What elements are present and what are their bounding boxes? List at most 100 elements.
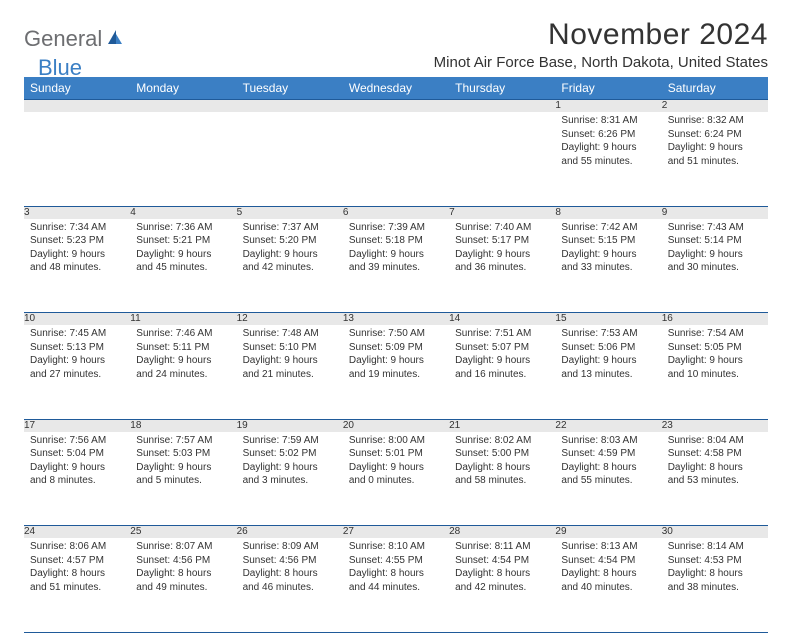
daylight-text-2: and 3 minutes. bbox=[243, 474, 337, 488]
day-cell-content: Sunrise: 7:59 AMSunset: 5:02 PMDaylight:… bbox=[237, 432, 343, 492]
day-cell-content: Sunrise: 8:03 AMSunset: 4:59 PMDaylight:… bbox=[555, 432, 661, 492]
weekday-tuesday: Tuesday bbox=[237, 77, 343, 100]
month-title: November 2024 bbox=[434, 18, 768, 52]
day-number: 20 bbox=[343, 419, 449, 432]
day-number: 15 bbox=[555, 313, 661, 326]
daylight-text-2: and 36 minutes. bbox=[455, 261, 549, 275]
daylight-text-2: and 42 minutes. bbox=[455, 581, 549, 595]
day-number: 14 bbox=[449, 313, 555, 326]
sunset-text: Sunset: 4:55 PM bbox=[349, 554, 443, 568]
day-cell: Sunrise: 7:54 AMSunset: 5:05 PMDaylight:… bbox=[662, 325, 768, 419]
day-cell: Sunrise: 7:50 AMSunset: 5:09 PMDaylight:… bbox=[343, 325, 449, 419]
day-cell: Sunrise: 7:53 AMSunset: 5:06 PMDaylight:… bbox=[555, 325, 661, 419]
day-cell-content: Sunrise: 7:46 AMSunset: 5:11 PMDaylight:… bbox=[130, 325, 236, 385]
weekday-monday: Monday bbox=[130, 77, 236, 100]
daylight-text-1: Daylight: 9 hours bbox=[668, 141, 762, 155]
sunset-text: Sunset: 5:02 PM bbox=[243, 447, 337, 461]
day-cell-content: Sunrise: 8:06 AMSunset: 4:57 PMDaylight:… bbox=[24, 538, 130, 598]
day-cell-content: Sunrise: 8:14 AMSunset: 4:53 PMDaylight:… bbox=[662, 538, 768, 598]
day-cell-content: Sunrise: 7:37 AMSunset: 5:20 PMDaylight:… bbox=[237, 219, 343, 279]
calendar-table: Sunday Monday Tuesday Wednesday Thursday… bbox=[24, 77, 768, 633]
sunrise-text: Sunrise: 7:54 AM bbox=[668, 327, 762, 341]
daylight-text-2: and 10 minutes. bbox=[668, 368, 762, 382]
day-number: 18 bbox=[130, 419, 236, 432]
day-number: 11 bbox=[130, 313, 236, 326]
logo: General bbox=[24, 26, 128, 52]
day-cell-content: Sunrise: 8:11 AMSunset: 4:54 PMDaylight:… bbox=[449, 538, 555, 598]
day-number: 9 bbox=[662, 206, 768, 219]
daylight-text-2: and 58 minutes. bbox=[455, 474, 549, 488]
day-cell: Sunrise: 7:59 AMSunset: 5:02 PMDaylight:… bbox=[237, 432, 343, 526]
sunset-text: Sunset: 4:54 PM bbox=[561, 554, 655, 568]
calendar-week-row: Sunrise: 7:56 AMSunset: 5:04 PMDaylight:… bbox=[24, 432, 768, 526]
day-number: 27 bbox=[343, 526, 449, 539]
day-cell: Sunrise: 7:36 AMSunset: 5:21 PMDaylight:… bbox=[130, 219, 236, 313]
daylight-text-1: Daylight: 8 hours bbox=[455, 461, 549, 475]
daylight-text-2: and 51 minutes. bbox=[668, 155, 762, 169]
daylight-text-1: Daylight: 9 hours bbox=[30, 354, 124, 368]
daylight-text-2: and 53 minutes. bbox=[668, 474, 762, 488]
daylight-text-1: Daylight: 9 hours bbox=[561, 354, 655, 368]
day-number: 29 bbox=[555, 526, 661, 539]
sunrise-text: Sunrise: 8:09 AM bbox=[243, 540, 337, 554]
sunrise-text: Sunrise: 7:45 AM bbox=[30, 327, 124, 341]
sunrise-text: Sunrise: 8:07 AM bbox=[136, 540, 230, 554]
day-number: 8 bbox=[555, 206, 661, 219]
day-cell-content: Sunrise: 7:43 AMSunset: 5:14 PMDaylight:… bbox=[662, 219, 768, 279]
day-cell: Sunrise: 8:09 AMSunset: 4:56 PMDaylight:… bbox=[237, 538, 343, 632]
day-cell: Sunrise: 7:39 AMSunset: 5:18 PMDaylight:… bbox=[343, 219, 449, 313]
header: General November 2024 Minot Air Force Ba… bbox=[24, 18, 768, 71]
daylight-text-1: Daylight: 9 hours bbox=[136, 461, 230, 475]
sunset-text: Sunset: 4:56 PM bbox=[136, 554, 230, 568]
daylight-text-1: Daylight: 8 hours bbox=[243, 567, 337, 581]
daylight-text-1: Daylight: 8 hours bbox=[561, 567, 655, 581]
daylight-text-1: Daylight: 9 hours bbox=[561, 141, 655, 155]
day-cell: Sunrise: 8:06 AMSunset: 4:57 PMDaylight:… bbox=[24, 538, 130, 632]
daynum-row: 24252627282930 bbox=[24, 526, 768, 539]
sunrise-text: Sunrise: 8:06 AM bbox=[30, 540, 124, 554]
day-cell-content: Sunrise: 7:34 AMSunset: 5:23 PMDaylight:… bbox=[24, 219, 130, 279]
daylight-text-1: Daylight: 9 hours bbox=[455, 248, 549, 262]
day-number: 5 bbox=[237, 206, 343, 219]
daylight-text-1: Daylight: 8 hours bbox=[668, 567, 762, 581]
daylight-text-1: Daylight: 9 hours bbox=[136, 248, 230, 262]
daynum-row: 10111213141516 bbox=[24, 313, 768, 326]
day-number bbox=[343, 100, 449, 113]
sunset-text: Sunset: 5:07 PM bbox=[455, 341, 549, 355]
day-cell: Sunrise: 8:32 AMSunset: 6:24 PMDaylight:… bbox=[662, 112, 768, 206]
daylight-text-2: and 51 minutes. bbox=[30, 581, 124, 595]
sunset-text: Sunset: 5:20 PM bbox=[243, 234, 337, 248]
daylight-text-2: and 27 minutes. bbox=[30, 368, 124, 382]
sunset-text: Sunset: 4:53 PM bbox=[668, 554, 762, 568]
sunrise-text: Sunrise: 7:48 AM bbox=[243, 327, 337, 341]
calendar-week-row: Sunrise: 8:06 AMSunset: 4:57 PMDaylight:… bbox=[24, 538, 768, 632]
day-number: 16 bbox=[662, 313, 768, 326]
daylight-text-2: and 21 minutes. bbox=[243, 368, 337, 382]
day-number: 1 bbox=[555, 100, 661, 113]
sunset-text: Sunset: 5:14 PM bbox=[668, 234, 762, 248]
day-cell-content: Sunrise: 8:31 AMSunset: 6:26 PMDaylight:… bbox=[555, 112, 661, 172]
daylight-text-2: and 55 minutes. bbox=[561, 155, 655, 169]
daylight-text-2: and 16 minutes. bbox=[455, 368, 549, 382]
sunset-text: Sunset: 5:21 PM bbox=[136, 234, 230, 248]
day-cell-content: Sunrise: 8:00 AMSunset: 5:01 PMDaylight:… bbox=[343, 432, 449, 492]
day-number: 13 bbox=[343, 313, 449, 326]
sunrise-text: Sunrise: 8:10 AM bbox=[349, 540, 443, 554]
day-number: 2 bbox=[662, 100, 768, 113]
day-cell-content: Sunrise: 7:39 AMSunset: 5:18 PMDaylight:… bbox=[343, 219, 449, 279]
daylight-text-2: and 38 minutes. bbox=[668, 581, 762, 595]
day-cell bbox=[130, 112, 236, 206]
day-number: 30 bbox=[662, 526, 768, 539]
daylight-text-1: Daylight: 8 hours bbox=[136, 567, 230, 581]
day-cell-content: Sunrise: 7:51 AMSunset: 5:07 PMDaylight:… bbox=[449, 325, 555, 385]
day-cell-content: Sunrise: 7:48 AMSunset: 5:10 PMDaylight:… bbox=[237, 325, 343, 385]
sunrise-text: Sunrise: 7:42 AM bbox=[561, 221, 655, 235]
sunrise-text: Sunrise: 7:39 AM bbox=[349, 221, 443, 235]
day-cell-content: Sunrise: 7:45 AMSunset: 5:13 PMDaylight:… bbox=[24, 325, 130, 385]
sunrise-text: Sunrise: 8:00 AM bbox=[349, 434, 443, 448]
day-cell: Sunrise: 7:48 AMSunset: 5:10 PMDaylight:… bbox=[237, 325, 343, 419]
daylight-text-1: Daylight: 9 hours bbox=[136, 354, 230, 368]
sunrise-text: Sunrise: 7:40 AM bbox=[455, 221, 549, 235]
day-cell-content: Sunrise: 7:54 AMSunset: 5:05 PMDaylight:… bbox=[662, 325, 768, 385]
sunset-text: Sunset: 5:06 PM bbox=[561, 341, 655, 355]
